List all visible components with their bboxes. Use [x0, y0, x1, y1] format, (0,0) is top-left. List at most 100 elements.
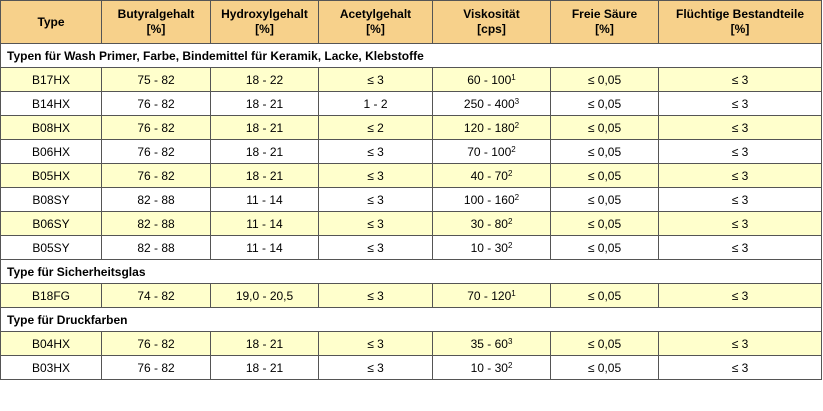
footnote-marker: 2 — [507, 168, 513, 178]
cell-butyral: 76 - 82 — [101, 115, 211, 140]
footnote-marker: 3 — [514, 96, 520, 106]
section-header-row: Type für Druckfarben — [0, 307, 822, 332]
cell-acid: ≤ 0,05 — [550, 283, 659, 308]
cell-acetyl: ≤ 2 — [318, 115, 433, 140]
cell-acid: ≤ 0,05 — [550, 91, 659, 116]
viscosity-value: 10 - 30 — [470, 240, 508, 255]
cell-acid: ≤ 0,05 — [550, 355, 659, 380]
cell-acetyl: ≤ 3 — [318, 283, 433, 308]
cell-viscosity: 120 - 1802 — [432, 115, 551, 140]
cell-acetyl: ≤ 3 — [318, 235, 433, 260]
header-hydroxyl-label: Hydroxylgehalt — [221, 7, 308, 21]
cell-hydroxyl: 18 - 21 — [210, 115, 319, 140]
cell-type: B18FG — [0, 283, 102, 308]
header-acid-unit: [%] — [595, 22, 614, 36]
footnote-marker: 1 — [511, 72, 516, 82]
cell-volatile: ≤ 3 — [658, 211, 822, 236]
cell-volatile: ≤ 3 — [658, 67, 822, 92]
table-row: B18FG 74 - 82 19,0 - 20,5 ≤ 3 70 - 1201 ≤ 0,0… — [0, 283, 822, 308]
table-row: B14HX 76 - 82 18 - 21 1 - 2 250 - 4003 ≤ 0,05… — [0, 91, 822, 116]
header-type-label: Type — [37, 14, 65, 29]
cell-viscosity: 10 - 302 — [432, 235, 551, 260]
cell-volatile: ≤ 3 — [658, 139, 822, 164]
footnote-marker: 2 — [514, 120, 520, 130]
footnote-marker: 2 — [511, 144, 516, 154]
cell-hydroxyl: 18 - 21 — [210, 91, 319, 116]
cell-type: B06HX — [0, 139, 102, 164]
cell-volatile: ≤ 3 — [658, 331, 822, 356]
cell-viscosity: 40 - 702 — [432, 163, 551, 188]
header-viscosity-unit: [cps] — [477, 22, 506, 36]
cell-butyral: 74 - 82 — [101, 283, 211, 308]
viscosity-value: 60 - 100 — [467, 72, 512, 87]
cell-viscosity: 100 - 1602 — [432, 187, 551, 212]
cell-type: B03HX — [0, 355, 102, 380]
cell-type: B04HX — [0, 331, 102, 356]
header-hydroxyl: Hydroxylgehalt [%] — [210, 0, 319, 44]
cell-acetyl: 1 - 2 — [318, 91, 433, 116]
header-volatile-label: Flüchtige Bestandteile — [675, 7, 805, 21]
cell-volatile: ≤ 3 — [658, 187, 822, 212]
table-row: B06HX 76 - 82 18 - 21 ≤ 3 70 - 1002 ≤ 0,05 ≤ 3 — [0, 139, 822, 164]
cell-hydroxyl: 18 - 21 — [210, 163, 319, 188]
cell-volatile: ≤ 3 — [658, 115, 822, 140]
footnote-marker: 3 — [507, 336, 513, 346]
cell-acetyl: ≤ 3 — [318, 331, 433, 356]
cell-butyral: 82 - 88 — [101, 211, 211, 236]
cell-volatile: ≤ 3 — [658, 283, 822, 308]
cell-volatile: ≤ 3 — [658, 163, 822, 188]
footnote-marker: 2 — [514, 192, 520, 202]
cell-hydroxyl: 18 - 21 — [210, 139, 319, 164]
table-row: B04HX 76 - 82 18 - 21 ≤ 3 35 - 603 ≤ 0,05 ≤ 3 — [0, 331, 822, 356]
cell-type: B14HX — [0, 91, 102, 116]
cell-butyral: 76 - 82 — [101, 139, 211, 164]
viscosity-value: 40 - 70 — [470, 168, 508, 183]
header-acetyl-unit: [%] — [366, 22, 385, 36]
cell-type: B08SY — [0, 187, 102, 212]
cell-acid: ≤ 0,05 — [550, 187, 659, 212]
viscosity-value: 120 - 180 — [463, 120, 515, 135]
cell-hydroxyl: 11 - 14 — [210, 235, 319, 260]
pvb-types-table: Type Butyralgehalt [%] Hydroxylgehalt [%] … — [0, 0, 822, 380]
cell-acetyl: ≤ 3 — [318, 163, 433, 188]
footnote-marker: 2 — [507, 240, 513, 250]
footnote-marker: 2 — [507, 216, 513, 226]
cell-hydroxyl: 11 - 14 — [210, 211, 319, 236]
cell-acid: ≤ 0,05 — [550, 139, 659, 164]
cell-volatile: ≤ 3 — [658, 91, 822, 116]
cell-butyral: 76 - 82 — [101, 355, 211, 380]
cell-acid: ≤ 0,05 — [550, 115, 659, 140]
cell-butyral: 82 - 88 — [101, 187, 211, 212]
cell-acetyl: ≤ 3 — [318, 139, 433, 164]
cell-viscosity: 70 - 1002 — [432, 139, 551, 164]
cell-type: B05SY — [0, 235, 102, 260]
cell-volatile: ≤ 3 — [658, 355, 822, 380]
header-type: Type — [0, 0, 102, 44]
header-volatile: Flüchtige Bestandteile [%] — [658, 0, 822, 44]
table-row: B06SY 82 - 88 11 - 14 ≤ 3 30 - 802 ≤ 0,05 ≤ 3 — [0, 211, 822, 236]
cell-viscosity: 60 - 1001 — [432, 67, 551, 92]
cell-butyral: 76 - 82 — [101, 331, 211, 356]
header-viscosity: Viskosität [cps] — [432, 0, 551, 44]
cell-butyral: 75 - 82 — [101, 67, 211, 92]
viscosity-value: 70 - 120 — [467, 288, 512, 303]
header-acid: Freie Säure [%] — [550, 0, 659, 44]
header-viscosity-label: Viskosität — [463, 7, 520, 21]
cell-viscosity: 250 - 4003 — [432, 91, 551, 116]
header-volatile-unit: [%] — [730, 22, 750, 36]
viscosity-value: 70 - 100 — [467, 144, 512, 159]
header-butyral-label: Butyralgehalt — [117, 7, 195, 21]
table-row: B05SY 82 - 88 11 - 14 ≤ 3 10 - 302 ≤ 0,05 ≤ 3 — [0, 235, 822, 260]
cell-acetyl: ≤ 3 — [318, 187, 433, 212]
cell-type: B05HX — [0, 163, 102, 188]
header-hydroxyl-unit: [%] — [255, 22, 274, 36]
cell-acid: ≤ 0,05 — [550, 67, 659, 92]
header-butyral: Butyralgehalt [%] — [101, 0, 211, 44]
cell-acid: ≤ 0,05 — [550, 331, 659, 356]
cell-acetyl: ≤ 3 — [318, 211, 433, 236]
cell-hydroxyl: 18 - 22 — [210, 67, 319, 92]
header-acid-label: Freie Säure — [571, 7, 638, 21]
header-row: Type Butyralgehalt [%] Hydroxylgehalt [%] … — [0, 0, 822, 44]
section-title: Type für Sicherheitsglas — [0, 259, 822, 284]
header-acetyl-label: Acetylgehalt — [339, 7, 412, 21]
